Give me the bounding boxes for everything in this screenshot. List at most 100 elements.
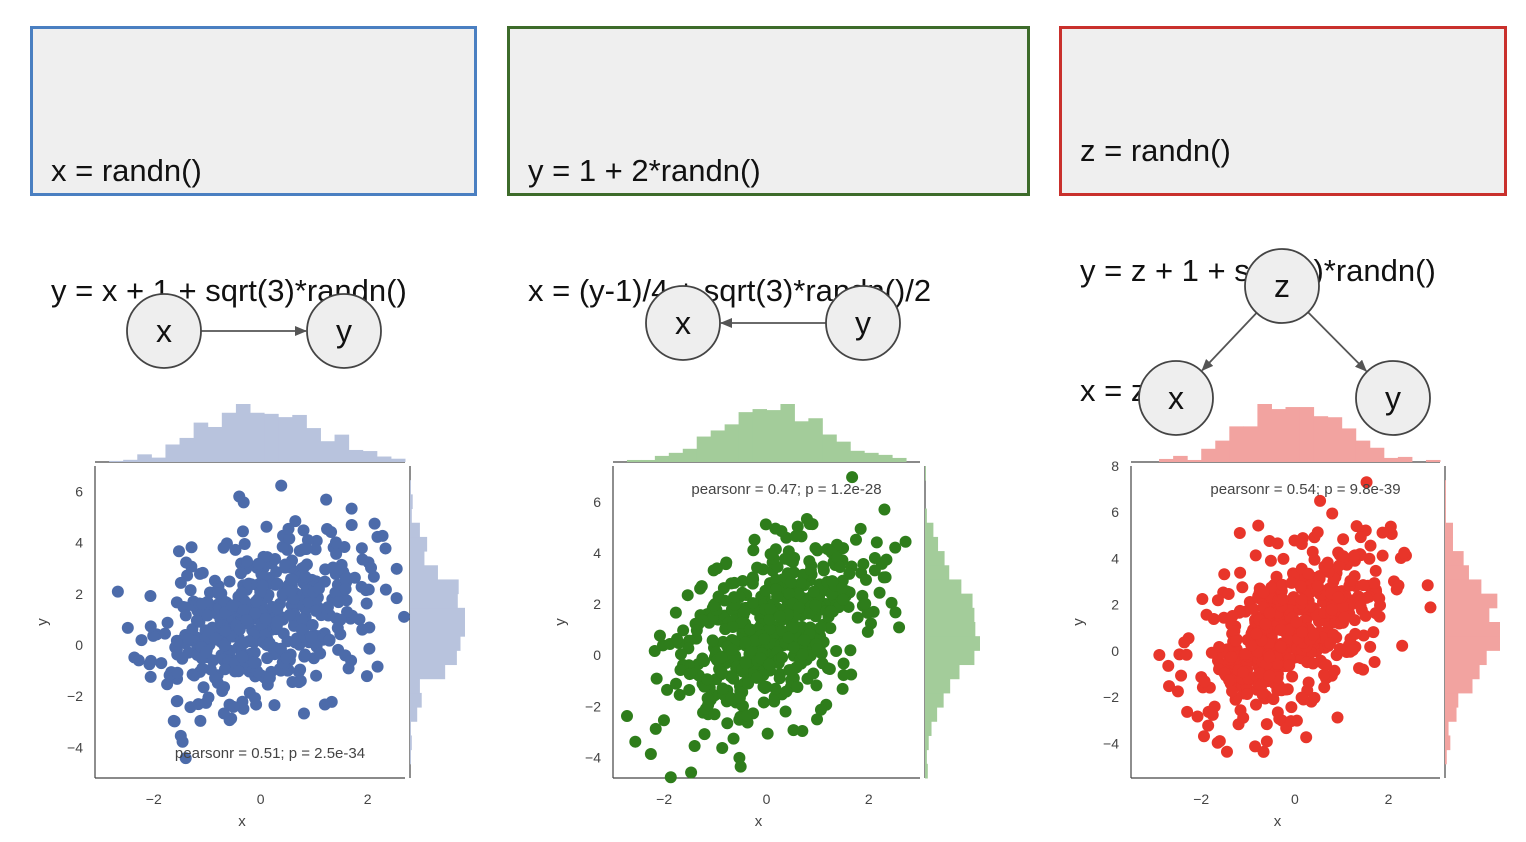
scatter-point xyxy=(179,752,192,765)
scatter-point xyxy=(1225,650,1238,663)
scatter-point xyxy=(190,614,203,627)
y-hist-bar xyxy=(925,508,927,524)
code-lines-2: y = 1 + 2*randn() x = (y-1)/4 + sqrt(3)*… xyxy=(528,71,931,391)
scatter-point xyxy=(331,622,344,635)
node-y xyxy=(825,285,901,361)
y-hist-bar xyxy=(410,565,438,580)
scatter-point xyxy=(359,584,372,597)
scatter-point xyxy=(779,705,792,718)
y-hist-bar xyxy=(925,579,962,595)
scatter-point xyxy=(1295,537,1308,550)
y-hist-bar xyxy=(410,551,425,566)
scatter-point xyxy=(1222,588,1235,601)
scatter-point xyxy=(1237,711,1250,724)
scatter-point xyxy=(212,587,225,600)
scatter-point xyxy=(791,520,804,533)
y-hist-bar xyxy=(925,622,976,637)
scatter-point xyxy=(1263,606,1276,619)
scatter-point xyxy=(1274,624,1287,637)
scatter-point xyxy=(289,515,302,528)
scatter-point xyxy=(1200,608,1213,621)
scatter-point xyxy=(707,599,720,612)
scatter-point xyxy=(830,645,843,658)
scatter-point xyxy=(677,624,690,637)
x-hist-bar xyxy=(221,412,237,462)
scatter-point xyxy=(398,610,411,623)
scatter-point xyxy=(759,518,772,531)
scatter-point xyxy=(1333,559,1346,572)
scatter-point xyxy=(798,634,811,647)
scatter-point xyxy=(620,710,633,723)
x-hist-bar xyxy=(264,413,279,462)
scatter-point xyxy=(712,590,725,603)
y-hist-bar xyxy=(1445,650,1487,666)
scatter-point xyxy=(1234,566,1247,579)
scatter-point xyxy=(670,633,683,646)
x-axis-label: x xyxy=(238,813,246,830)
scatter-point xyxy=(1376,526,1389,539)
scatter-point xyxy=(859,597,872,610)
x-axis-label: x xyxy=(755,813,763,830)
scatter-point xyxy=(1364,640,1377,653)
scatter-point xyxy=(893,621,906,634)
scatter-point xyxy=(209,632,222,645)
x-hist-bar xyxy=(626,459,642,462)
scatter-point xyxy=(726,643,739,656)
scatter-point xyxy=(1259,618,1272,631)
y-tick-label: −2 xyxy=(67,688,83,704)
x-tick-label: −2 xyxy=(656,791,672,807)
code-box-1: x = randn() y = x + 1 + sqrt(3)*randn() xyxy=(30,26,477,308)
scatter-point xyxy=(683,684,696,697)
scatter-point xyxy=(1307,629,1320,642)
scatter-point xyxy=(219,624,232,637)
y-hist-bar xyxy=(925,650,975,666)
y-tick-label: 6 xyxy=(593,494,601,510)
scatter-point xyxy=(748,634,761,647)
scatter-point xyxy=(1263,669,1276,682)
scatter-point xyxy=(294,663,307,676)
code-lines-1: x = randn() y = x + 1 + sqrt(3)*randn() xyxy=(51,71,407,391)
y-hist-bar xyxy=(925,678,951,694)
y-hist-bar xyxy=(410,508,412,524)
y-tick-label: 6 xyxy=(1111,504,1119,520)
scatter-point xyxy=(1396,639,1409,652)
scatter-point xyxy=(248,692,261,705)
scatter-point xyxy=(857,558,870,571)
scatter-point xyxy=(1357,579,1370,592)
scatter-point xyxy=(868,551,881,564)
scatter-point xyxy=(188,669,201,682)
scatter-point xyxy=(1421,579,1434,592)
y-hist-bar xyxy=(410,622,465,637)
y-hist-bar xyxy=(410,692,422,708)
scatter-point xyxy=(873,586,886,599)
scatter-point xyxy=(1368,655,1381,668)
scatter-point xyxy=(1250,627,1263,640)
scatter-point xyxy=(271,577,284,590)
scatter-point xyxy=(298,648,311,661)
chart-1: −2 0 2 −4 −2 0 2 4 6 x y pearsonr = 0.51; p = 2.5e-… xyxy=(34,404,465,830)
scatter-point xyxy=(1226,610,1239,623)
scatter-point xyxy=(1267,693,1280,706)
scatter-point xyxy=(218,639,231,652)
diagram-3: z x y xyxy=(1138,248,1431,436)
scatter-point xyxy=(217,541,230,554)
scatter-point xyxy=(763,623,776,636)
scatter-point xyxy=(197,681,210,694)
scatter-point xyxy=(1320,658,1333,671)
scatter-point xyxy=(826,575,839,588)
scatter-point xyxy=(1390,583,1403,596)
scatter-point xyxy=(1321,556,1334,569)
scatter-point xyxy=(170,634,183,647)
scatter-point xyxy=(144,590,157,603)
scatter-point xyxy=(330,547,343,560)
scatter-point xyxy=(747,573,760,586)
code-line: x = (y-1)/4 + sqrt(3)*randn()/2 xyxy=(528,273,932,308)
x-tick-label: 2 xyxy=(865,791,873,807)
scatter-point xyxy=(834,561,847,574)
scatter-point xyxy=(286,573,299,586)
x-hist-bar xyxy=(864,452,879,462)
scatter-point xyxy=(295,623,308,636)
scatter-point xyxy=(807,667,820,680)
scatter-point xyxy=(889,541,902,554)
y-hist-bar xyxy=(410,593,458,609)
